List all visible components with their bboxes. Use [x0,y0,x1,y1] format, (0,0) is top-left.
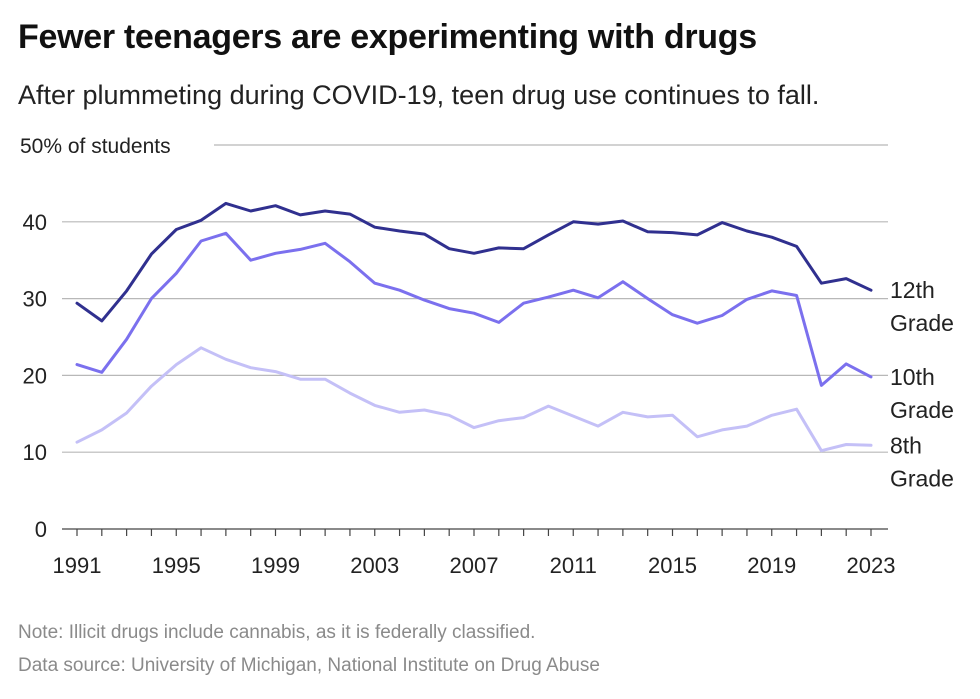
x-axis: 1991 1995 1999 2003 2007 2011 2015 2019 2023 [53,529,896,578]
chart-note: Note: Illicit drugs include cannabis, as… [18,622,536,643]
series-labels: 12th Grade 10th Grade 8th Grade [890,277,954,491]
data-source: Data source: University of Michigan, Nat… [18,655,600,676]
chart-subtitle: After plummeting during COVID-19, teen d… [18,80,820,110]
x-tick-label: 2015 [648,553,697,578]
line-chart: 1991 1995 1999 2003 2007 2011 2015 2019 2023 0 10… [20,135,954,578]
x-tick-label: 1991 [53,553,102,578]
y-tick-label: 30 [23,287,47,312]
series-label: 12th Grade [890,277,954,336]
series-label: 10th Grade [890,364,954,423]
chart-title: Fewer teenagers are experimenting with d… [18,18,757,56]
y-tick-label: 20 [23,363,47,388]
y-tick-label: 0 [35,517,47,542]
x-tick-label: 1999 [251,553,300,578]
y-tick-label: 40 [23,210,47,235]
series-lines [75,201,873,453]
x-tick-label: 2019 [747,553,796,578]
series-line-3 [75,346,873,453]
x-tick-label: 2011 [550,553,597,578]
x-tick-label: 2003 [350,553,399,578]
gridlines [62,144,888,530]
series-label: 8th Grade [890,432,954,491]
y-tick-label: 50% of students [20,135,171,158]
series-line-1 [75,201,873,323]
x-tick-label: 1995 [152,553,201,578]
y-tick-label: 10 [23,440,47,465]
y-axis: 0 10 20 30 40 50% of students [20,135,171,542]
x-tick-label: 2007 [450,553,499,578]
series-line-2 [75,231,873,387]
x-tick-label: 2023 [847,553,896,578]
